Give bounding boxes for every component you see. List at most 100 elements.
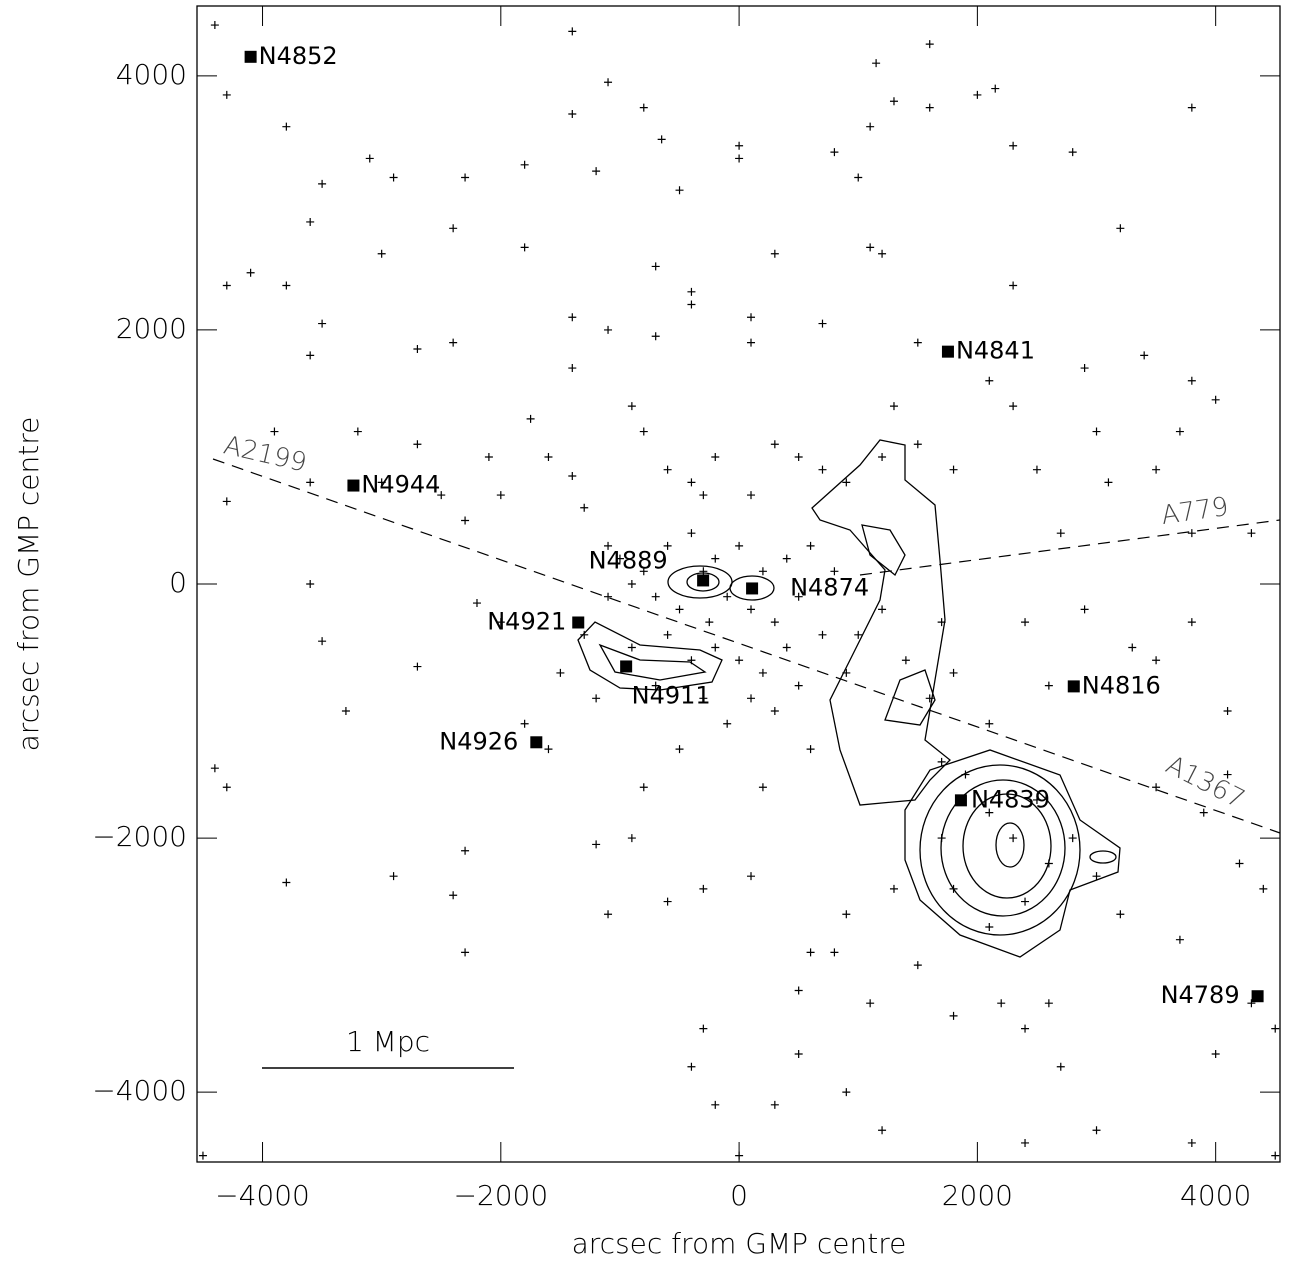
point [687, 656, 696, 665]
point [794, 592, 803, 601]
point [878, 452, 887, 461]
point [872, 59, 881, 68]
direction-lines [212, 458, 1281, 834]
point [377, 478, 386, 487]
point [449, 891, 458, 900]
point [782, 643, 791, 652]
point [1044, 859, 1053, 868]
x-tick-label: 0 [730, 1179, 748, 1212]
point [389, 173, 398, 182]
y-tick-label: −2000 [92, 820, 187, 853]
point [711, 643, 720, 652]
galaxy-label: N4874 [790, 573, 869, 601]
point [318, 319, 327, 328]
point [1128, 643, 1137, 652]
point [449, 224, 458, 233]
point [461, 948, 470, 957]
point [794, 681, 803, 690]
point [735, 656, 744, 665]
point [1140, 351, 1149, 360]
point [747, 338, 756, 347]
point [854, 173, 863, 182]
point [699, 694, 708, 703]
point [627, 402, 636, 411]
point [1211, 395, 1220, 404]
point [842, 1088, 851, 1097]
point [484, 452, 493, 461]
point [854, 630, 863, 639]
point [687, 529, 696, 538]
point [306, 478, 315, 487]
point [627, 643, 636, 652]
point [568, 364, 577, 373]
point [758, 783, 767, 792]
point [1032, 465, 1041, 474]
point [949, 668, 958, 677]
point [705, 618, 714, 627]
point [866, 999, 875, 1008]
point [925, 40, 934, 49]
point [806, 541, 815, 550]
galaxy-label: N4852 [259, 42, 338, 70]
contours [577, 439, 1121, 958]
contour [884, 669, 936, 726]
scale-bar-label: 1 Mpc [346, 1025, 430, 1058]
point [866, 122, 875, 131]
point [937, 757, 946, 766]
point [651, 681, 660, 690]
point [699, 491, 708, 500]
galaxy-label: N4839 [971, 785, 1050, 813]
point [413, 440, 422, 449]
y-tick-label: −4000 [92, 1074, 187, 1107]
point [580, 503, 589, 512]
point [282, 281, 291, 290]
point [1247, 529, 1256, 538]
point [1021, 1138, 1030, 1147]
point [639, 567, 648, 576]
point [556, 668, 565, 677]
point [1032, 795, 1041, 804]
point [663, 897, 672, 906]
point [1080, 605, 1089, 614]
point [687, 300, 696, 309]
x-axis-label: arcsec from GMP centre [572, 1227, 907, 1260]
point [1199, 808, 1208, 817]
point [1152, 783, 1161, 792]
galaxy-label: N4921 [487, 607, 566, 635]
point [306, 217, 315, 226]
point [675, 186, 684, 195]
point [1092, 872, 1101, 881]
galaxy-label: N4911 [632, 681, 711, 709]
point [461, 516, 470, 525]
contour [919, 764, 1081, 936]
annotation: A2199 [221, 430, 310, 478]
point [889, 884, 898, 893]
point [1116, 224, 1125, 233]
direction-line [212, 458, 1281, 834]
point [520, 243, 529, 252]
point [1187, 529, 1196, 538]
point [1009, 834, 1018, 843]
point [973, 90, 982, 99]
point [878, 605, 887, 614]
point [651, 332, 660, 341]
point [687, 478, 696, 487]
point [210, 764, 219, 773]
point [389, 872, 398, 881]
point [1044, 999, 1053, 1008]
point [842, 910, 851, 919]
point [985, 922, 994, 931]
point [889, 97, 898, 106]
galaxy-label: N4841 [956, 337, 1035, 365]
point [770, 618, 779, 627]
point [806, 745, 815, 754]
point [913, 961, 922, 970]
galaxy-marker [1067, 680, 1080, 693]
point [651, 262, 660, 271]
point [270, 427, 279, 436]
point [282, 878, 291, 887]
y-tick-label: 0 [169, 566, 187, 599]
point [568, 313, 577, 322]
point [830, 567, 839, 576]
galaxy-marker [697, 574, 710, 587]
